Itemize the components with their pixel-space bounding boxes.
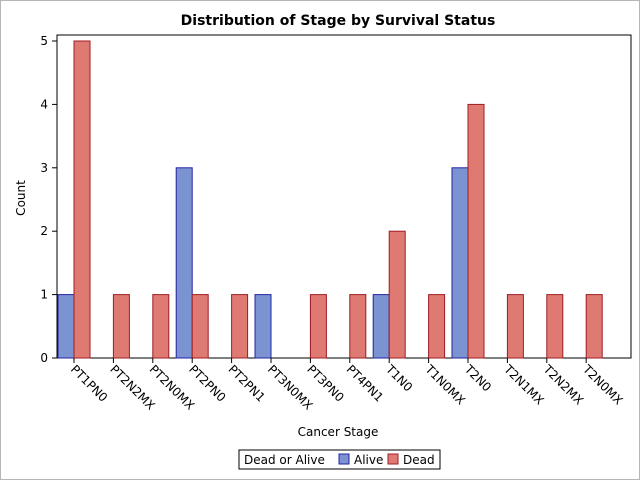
x-tick-label: T2N2MX [540,362,586,408]
bar-alive-pt1pn0 [57,294,75,359]
chart-title: Distribution of Stage by Survival Status [181,13,496,29]
legend-label-alive: Alive [354,453,383,467]
legend-label-dead: Dead [403,453,435,467]
x-axis: PT1PN0PT2N2MXPT2N0MXPT2PN0PT2PN1PT3N0MXP… [68,358,625,413]
y-axis-label: Count [14,180,28,216]
x-tick-label: T2N1MX [501,362,547,408]
bar-alive-t1n0 [372,294,390,359]
bars-group [57,40,603,359]
bar-alive-pt2pn0 [175,167,193,359]
legend: Dead or Alive Alive Dead [238,449,441,470]
bar-dead-pt1pn0 [73,40,91,359]
bar-dead-t2n1mx [506,294,524,359]
bar-dead-pt2pn0 [191,294,209,359]
y-tick-label: 1 [40,288,48,302]
bar-alive-pt3n0mx [254,294,272,359]
bar-dead-pt2n0mx [152,294,170,359]
x-axis-label: Cancer Stage [298,425,379,439]
y-tick-label: 4 [40,97,48,111]
x-tick-label: T1N0MX [422,362,468,408]
x-tick-label: T2N0 [461,362,494,395]
bar-dead-t2n2mx [546,294,564,359]
bar-dead-t2n0 [467,103,485,359]
plot-frame [56,34,632,359]
bar-dead-t1n0 [388,230,406,359]
y-tick-label: 5 [40,34,48,48]
plot-area: 0 1 2 3 4 5 PT1PN0PT2N2MXPT2N0MXPT2PN0PT2PN1P… [40,34,632,413]
x-tick-label: PT2PN1 [225,362,267,404]
bar-dead-pt2n2mx [112,294,130,359]
legend-swatch-alive [338,453,350,465]
legend-swatch-dead [387,453,399,465]
y-tick-label: 2 [40,224,48,238]
y-tick-label: 0 [40,351,48,365]
bar-dead-t2n0mx [585,294,603,359]
bar-dead-pt4pn1 [349,294,367,359]
x-tick-label: T1N0 [382,362,415,395]
bar-alive-t2n0 [451,167,469,359]
bar-dead-pt2pn1 [231,294,249,359]
x-tick-label: T2N0MX [579,362,625,408]
y-tick-label: 3 [40,161,48,175]
y-axis: 0 1 2 3 4 5 [40,34,57,365]
bar-dead-t1n0mx [428,294,446,359]
legend-title: Dead or Alive [244,453,325,467]
x-tick-label: PT4PN1 [344,362,386,404]
legend-frame [238,449,441,470]
bar-dead-pt3pn0 [309,294,327,359]
x-tick-label: PT1PN0 [68,362,110,404]
